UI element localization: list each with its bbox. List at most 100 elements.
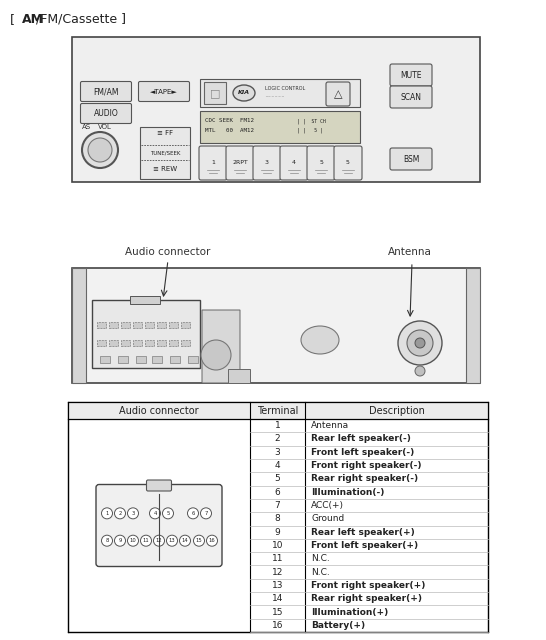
Bar — [92, 300, 200, 368]
Text: AS: AS — [82, 124, 91, 130]
Bar — [68, 402, 488, 632]
Text: □: □ — [210, 88, 220, 98]
Text: SCAN: SCAN — [401, 93, 422, 102]
FancyBboxPatch shape — [253, 146, 281, 180]
Circle shape — [88, 138, 112, 162]
FancyBboxPatch shape — [146, 480, 171, 491]
FancyBboxPatch shape — [226, 146, 254, 180]
Text: 5: 5 — [346, 161, 350, 166]
Text: △: △ — [334, 89, 342, 99]
Text: | |   5 |: | | 5 | — [297, 127, 323, 132]
Bar — [169, 340, 178, 346]
Text: VOL: VOL — [98, 124, 112, 130]
Circle shape — [128, 508, 139, 519]
FancyBboxPatch shape — [334, 146, 362, 180]
Text: 2: 2 — [118, 511, 122, 516]
Bar — [170, 356, 180, 363]
Text: 11: 11 — [143, 538, 150, 543]
Bar — [109, 340, 118, 346]
Bar — [72, 268, 480, 383]
Bar — [97, 322, 106, 328]
Circle shape — [193, 535, 205, 546]
Circle shape — [150, 508, 161, 519]
Text: Rear right speaker(-): Rear right speaker(-) — [311, 474, 418, 483]
Text: Antenna: Antenna — [388, 247, 432, 257]
Circle shape — [398, 321, 442, 365]
Text: Ground: Ground — [311, 515, 344, 524]
Circle shape — [407, 330, 433, 356]
Text: 4: 4 — [275, 461, 280, 470]
FancyBboxPatch shape — [390, 86, 432, 108]
FancyBboxPatch shape — [280, 146, 308, 180]
Text: Audio connector: Audio connector — [119, 406, 199, 415]
Text: 7: 7 — [275, 501, 281, 510]
Text: 13: 13 — [169, 538, 175, 543]
Text: 5: 5 — [167, 511, 170, 516]
Text: /FM/Cassette ]: /FM/Cassette ] — [36, 13, 126, 26]
Text: BSM: BSM — [403, 154, 419, 163]
Circle shape — [206, 535, 217, 546]
Text: AM: AM — [22, 13, 44, 26]
Bar — [130, 296, 160, 304]
Text: KIA: KIA — [238, 90, 250, 95]
Circle shape — [167, 535, 177, 546]
Text: 14: 14 — [182, 538, 188, 543]
Text: N.C.: N.C. — [311, 568, 330, 577]
Text: ≡ FF: ≡ FF — [157, 130, 173, 136]
FancyBboxPatch shape — [199, 146, 227, 180]
Text: 13: 13 — [272, 581, 283, 590]
Text: Front right speaker(+): Front right speaker(+) — [311, 581, 425, 590]
Bar — [204, 82, 226, 104]
Ellipse shape — [301, 326, 339, 354]
Text: AUDIO: AUDIO — [93, 109, 118, 118]
Text: 12: 12 — [156, 538, 162, 543]
Text: [: [ — [10, 13, 19, 26]
Text: 8: 8 — [105, 538, 109, 543]
Bar — [188, 356, 198, 363]
Text: 1: 1 — [105, 511, 109, 516]
FancyBboxPatch shape — [96, 484, 222, 566]
Text: Antenna: Antenna — [311, 421, 349, 430]
Text: Battery(+): Battery(+) — [311, 621, 365, 630]
Text: Illumination(+): Illumination(+) — [311, 607, 388, 616]
Text: 3: 3 — [132, 511, 135, 516]
Circle shape — [200, 508, 211, 519]
Bar — [152, 356, 162, 363]
FancyBboxPatch shape — [390, 148, 432, 170]
Bar — [140, 127, 190, 179]
Text: 3: 3 — [265, 161, 269, 166]
FancyBboxPatch shape — [139, 81, 189, 102]
Text: ◄TAPE►: ◄TAPE► — [150, 89, 178, 95]
Text: LOGIC CONTROL: LOGIC CONTROL — [265, 86, 305, 92]
Text: _ _ _ _ _ _: _ _ _ _ _ _ — [265, 92, 284, 96]
Text: 3: 3 — [275, 448, 281, 457]
Text: 9: 9 — [275, 527, 281, 537]
Bar — [68, 402, 488, 419]
Circle shape — [128, 535, 139, 546]
Circle shape — [115, 508, 126, 519]
Bar — [72, 268, 86, 383]
Circle shape — [180, 535, 191, 546]
Bar — [97, 340, 106, 346]
Text: 6: 6 — [275, 488, 281, 497]
Text: 2RPT: 2RPT — [232, 161, 248, 166]
Bar — [200, 111, 360, 143]
Text: 2: 2 — [275, 435, 280, 444]
Circle shape — [102, 535, 112, 546]
Text: 10: 10 — [129, 538, 136, 543]
Text: 10: 10 — [272, 541, 283, 550]
Bar — [157, 340, 166, 346]
Bar — [157, 322, 166, 328]
Text: 4: 4 — [153, 511, 157, 516]
Circle shape — [102, 508, 112, 519]
Text: FM/AM: FM/AM — [93, 88, 118, 97]
FancyBboxPatch shape — [326, 82, 350, 106]
Text: 6: 6 — [191, 511, 195, 516]
Text: MTL   00  AM12: MTL 00 AM12 — [205, 127, 254, 132]
Ellipse shape — [233, 85, 255, 101]
Text: 8: 8 — [275, 515, 281, 524]
Text: 11: 11 — [272, 554, 283, 563]
Text: Front left speaker(-): Front left speaker(-) — [311, 448, 414, 457]
Bar — [145, 340, 154, 346]
Text: Rear right speaker(+): Rear right speaker(+) — [311, 594, 422, 604]
